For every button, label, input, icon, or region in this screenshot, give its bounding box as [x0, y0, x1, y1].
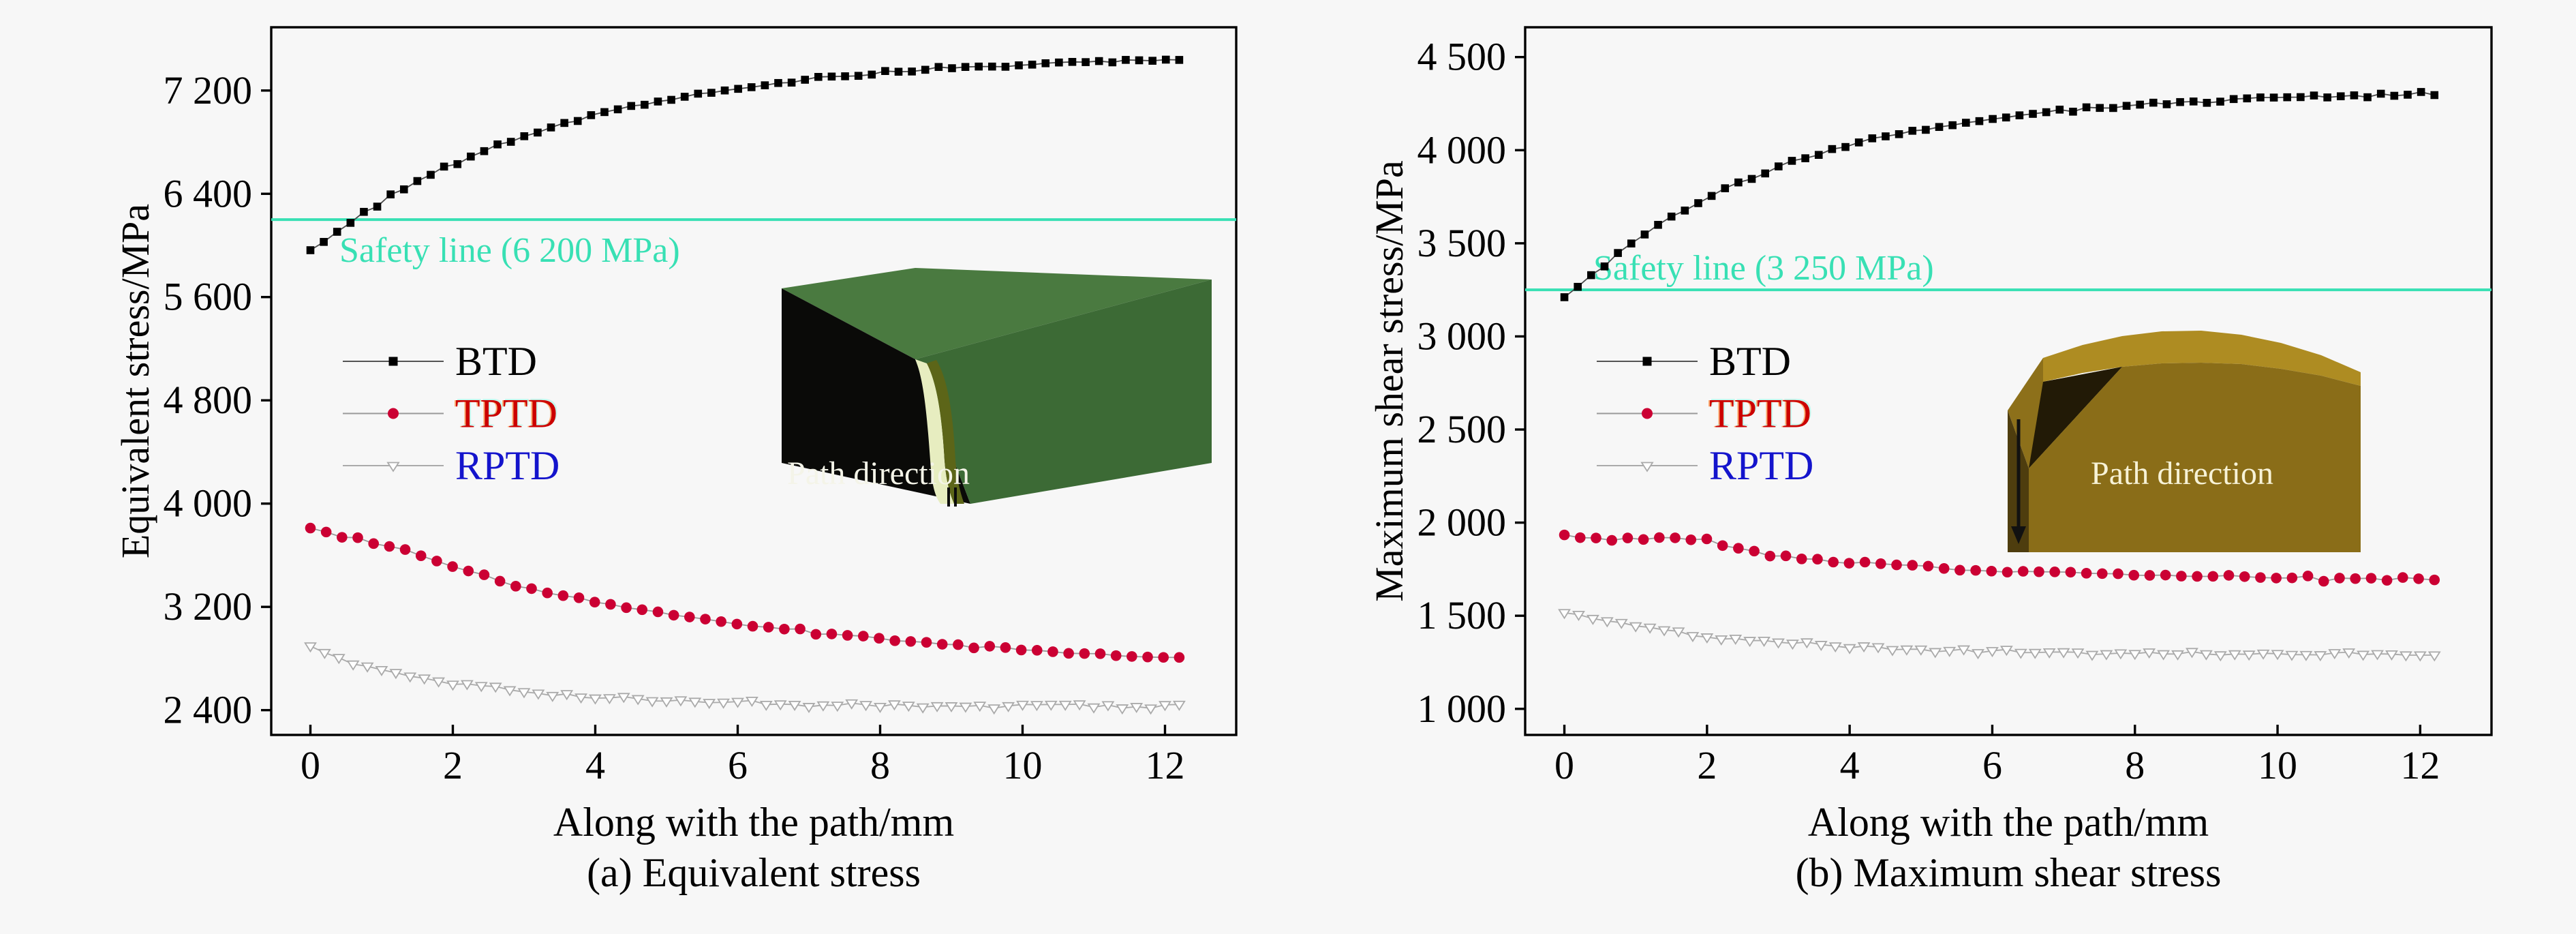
svg-text:RPTD: RPTD [455, 443, 559, 488]
svg-text:BTD: BTD [455, 339, 537, 384]
svg-text:8: 8 [870, 743, 890, 787]
svg-text:0: 0 [1554, 743, 1574, 787]
svg-text:BTD: BTD [1709, 339, 1791, 384]
svg-text:4 500: 4 500 [1417, 35, 1507, 79]
svg-text:RPTD: RPTD [1709, 443, 1813, 488]
svg-text:Path direction: Path direction [787, 455, 970, 492]
svg-text:Along with the path/mm: Along with the path/mm [553, 800, 954, 845]
svg-text:4 000: 4 000 [164, 481, 253, 526]
svg-text:3 200: 3 200 [164, 584, 253, 629]
svg-text:6: 6 [1982, 743, 2002, 787]
svg-text:TPTD: TPTD [455, 391, 557, 436]
svg-text:Equivalent stress/MPa: Equivalent stress/MPa [113, 204, 157, 558]
svg-text:5 600: 5 600 [164, 275, 253, 319]
svg-text:2: 2 [1697, 743, 1717, 787]
svg-text:10: 10 [2258, 743, 2297, 787]
svg-text:6: 6 [728, 743, 748, 787]
svg-text:2 400: 2 400 [164, 688, 253, 732]
svg-text:7 200: 7 200 [164, 68, 253, 112]
svg-text:4 800: 4 800 [164, 378, 253, 422]
svg-text:2 000: 2 000 [1417, 500, 1507, 545]
svg-text:TPTD: TPTD [1709, 391, 1811, 436]
svg-text:12: 12 [1146, 743, 1185, 787]
svg-text:6 400: 6 400 [164, 171, 253, 215]
svg-text:Along with the path/mm: Along with the path/mm [1808, 800, 2209, 845]
svg-text:3 500: 3 500 [1417, 221, 1507, 265]
svg-text:Maximum shear stress/MPa: Maximum shear stress/MPa [1367, 160, 1411, 602]
svg-text:Safety line (3 250 MPa): Safety line (3 250 MPa) [1593, 249, 1934, 288]
svg-text:1 000: 1 000 [1417, 687, 1507, 731]
svg-text:Safety line (6 200 MPa): Safety line (6 200 MPa) [339, 231, 680, 270]
svg-text:4: 4 [585, 743, 605, 787]
svg-text:(b) Maximum shear stress: (b) Maximum shear stress [1796, 850, 2222, 895]
svg-text:2 500: 2 500 [1417, 407, 1507, 451]
svg-text:0: 0 [301, 743, 320, 787]
svg-text:Path direction: Path direction [2091, 455, 2273, 492]
svg-text:10: 10 [1002, 743, 1042, 787]
svg-text:4 000: 4 000 [1417, 127, 1507, 172]
svg-text:(a) Equivalent stress: (a) Equivalent stress [587, 850, 921, 895]
svg-text:4: 4 [1840, 743, 1860, 787]
svg-text:3 000: 3 000 [1417, 314, 1507, 358]
svg-text:8: 8 [2125, 743, 2145, 787]
svg-text:1 500: 1 500 [1417, 593, 1507, 637]
svg-text:2: 2 [443, 743, 463, 787]
svg-text:12: 12 [2400, 743, 2440, 787]
